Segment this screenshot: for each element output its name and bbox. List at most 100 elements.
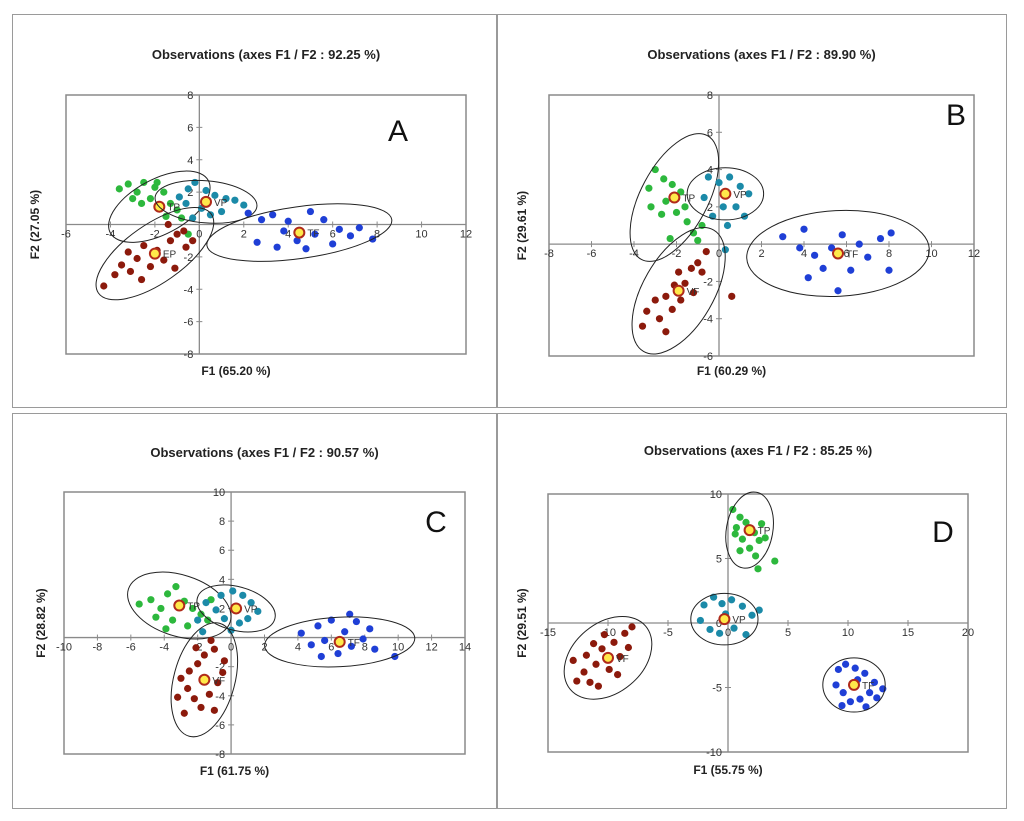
- point-vf: [675, 268, 683, 276]
- ellipse-ep: [95, 206, 215, 301]
- group-vp: VP: [194, 584, 276, 636]
- y-tick-label: 2: [187, 187, 193, 199]
- ellipse-tf: [264, 616, 416, 668]
- point-vf: [197, 703, 205, 712]
- point-tp: [172, 583, 180, 591]
- point-vp: [240, 201, 248, 209]
- x-tick-label: 8: [886, 248, 892, 260]
- x-tick-label: 15: [902, 627, 914, 639]
- centroid-tf: [832, 247, 844, 260]
- point-vf: [694, 259, 702, 267]
- point-vp: [229, 587, 237, 595]
- point-ep: [171, 264, 179, 272]
- point-vf: [651, 296, 659, 304]
- point-vp: [700, 193, 708, 202]
- point-vf: [643, 307, 651, 315]
- point-tp: [660, 175, 668, 183]
- point-vf: [702, 248, 710, 256]
- point-tf: [800, 225, 808, 233]
- point-vf: [624, 643, 632, 652]
- group-tf: TF: [746, 209, 930, 298]
- centroid-label-tf: TF: [348, 638, 360, 649]
- centroid-tp: [668, 191, 681, 204]
- centroid-label-tp: TP: [187, 602, 200, 613]
- ellipse-tf: [822, 657, 886, 713]
- point-tf: [811, 251, 819, 259]
- point-vf: [185, 667, 193, 675]
- point-tf: [314, 622, 322, 630]
- y-tick-label: -8: [184, 349, 194, 361]
- point-vf: [184, 684, 192, 693]
- x-tick-label: -4: [629, 248, 639, 260]
- point-vf: [580, 668, 588, 676]
- point-tp: [140, 178, 148, 187]
- point-tf: [244, 209, 252, 217]
- point-vf: [573, 677, 581, 685]
- x-tick-label: 0: [725, 627, 731, 639]
- point-tp: [771, 557, 779, 565]
- point-vf: [192, 644, 200, 652]
- point-tp: [672, 208, 681, 217]
- point-tp: [683, 218, 691, 226]
- point-vp: [217, 591, 225, 599]
- point-tf: [838, 231, 846, 239]
- panel-letter: A: [388, 115, 408, 148]
- point-tf: [253, 238, 261, 246]
- point-tf: [838, 701, 846, 710]
- point-tp: [732, 523, 740, 532]
- point-tf: [834, 665, 842, 674]
- panel-c: Observations (axes F1 / F2 : 90.57 %) -10…: [12, 413, 497, 809]
- point-vf: [600, 631, 608, 639]
- point-tp: [738, 535, 746, 543]
- point-vp: [235, 619, 244, 627]
- group-vf: VF: [631, 226, 736, 355]
- y-tick-label: -4: [184, 284, 194, 296]
- y-tick-label: 2: [707, 202, 713, 214]
- group-vp: VP: [690, 592, 763, 646]
- centroid-ep: [148, 247, 161, 260]
- x-tick-label: 10: [392, 642, 404, 654]
- centroid-label-vp: VP: [244, 604, 258, 615]
- point-tf: [311, 230, 319, 238]
- point-vp: [254, 607, 262, 615]
- x-axis-label: F1 (55.75 %): [693, 763, 762, 777]
- x-tick-label: -4: [106, 229, 116, 241]
- point-vf: [687, 264, 695, 272]
- point-tf: [804, 274, 812, 282]
- y-tick-label: -10: [706, 747, 722, 759]
- point-vp: [239, 591, 247, 599]
- point-vf: [689, 289, 698, 297]
- point-tp: [133, 188, 141, 196]
- x-tick-label: -10: [56, 642, 72, 654]
- ellipse-vp: [154, 179, 258, 224]
- point-tp: [166, 199, 175, 208]
- point-vf: [594, 682, 602, 690]
- x-tick-label: -5: [663, 627, 673, 639]
- point-tp: [169, 616, 177, 624]
- y-tick-label: 8: [707, 90, 713, 102]
- x-tick-label: 20: [962, 627, 974, 639]
- group-tp: TP: [725, 491, 779, 573]
- centroid-tf: [333, 635, 346, 648]
- y-tick-label: 6: [187, 122, 193, 134]
- y-tick-label: -2: [215, 662, 225, 674]
- point-tf: [864, 253, 872, 261]
- point-vf: [677, 296, 685, 304]
- y-tick-label: 2: [219, 603, 225, 615]
- panel-a: Observations (axes F1 / F2 : 92.25 %) -6 -…: [12, 14, 497, 408]
- point-vf: [605, 665, 613, 674]
- point-vf: [210, 706, 218, 714]
- x-tick-label: 2: [241, 229, 247, 241]
- y-tick-label: -4: [703, 314, 713, 326]
- point-vp: [220, 615, 228, 623]
- point-tf: [347, 642, 355, 650]
- x-axis-label: F1 (60.29 %): [697, 364, 766, 378]
- y-tick-label: 8: [187, 90, 193, 102]
- x-tick-label: 4: [801, 248, 807, 260]
- point-tf: [847, 266, 855, 274]
- point-tf: [856, 695, 864, 703]
- point-vf: [638, 322, 647, 330]
- point-tf: [280, 227, 288, 235]
- x-tick-label: 0: [228, 642, 234, 654]
- centroid-tf: [293, 226, 306, 239]
